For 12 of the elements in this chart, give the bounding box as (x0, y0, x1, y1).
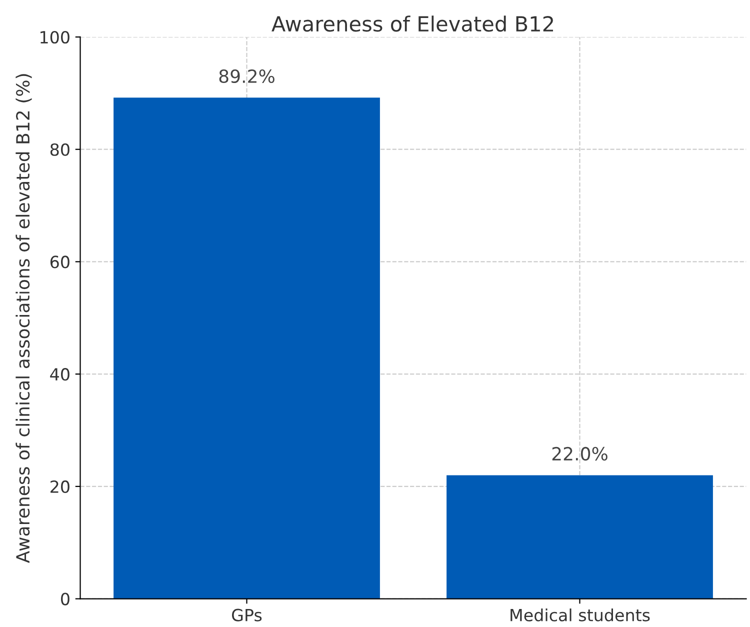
y-tick-label: 80 (50, 143, 70, 156)
x-tick-label: GPs (232, 608, 262, 622)
y-tick-label: 20 (50, 480, 70, 493)
y-tick-label: 60 (50, 256, 70, 268)
chart-title: Awareness of Elevated B12 (272, 16, 554, 32)
y-tick-label: 100 (40, 30, 70, 44)
x-tick-label: Medical students (510, 608, 650, 622)
y-axis-title: Awareness of clinical associations of elevated B12 (%) (16, 74, 32, 564)
data-label: 89.2% (219, 69, 274, 84)
y-tick-label: 40 (50, 368, 70, 381)
data-label: 22.0% (552, 446, 608, 461)
y-tick-label: 0 (61, 592, 70, 606)
